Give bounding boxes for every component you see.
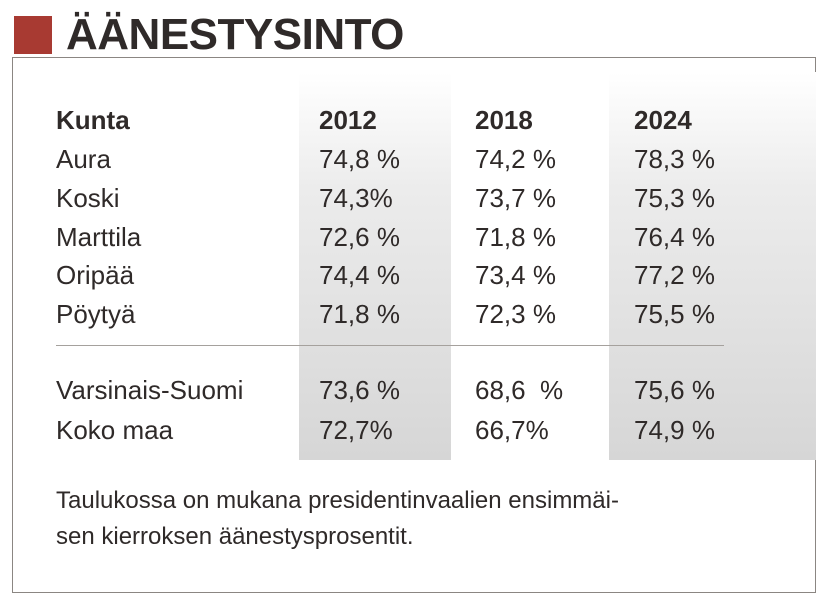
row-marttila-2024: 76,4 %	[634, 222, 715, 252]
row-oripaa-2024: 77,2 %	[634, 260, 715, 290]
column-shade-2012	[299, 72, 451, 460]
header-2012: 2012	[319, 105, 377, 135]
row-koski-2012: 74,3%	[319, 183, 393, 213]
row-poytya-name: Pöytyä	[56, 299, 136, 329]
row-koko-maa-name: Koko maa	[56, 415, 174, 445]
title-row: ÄÄNESTYSINTO	[14, 10, 404, 60]
row-oripaa-2012: 74,4 %	[319, 260, 400, 290]
row-marttila-2012: 72,6 %	[319, 222, 400, 252]
row-aura-2012: 74,8 %	[319, 144, 400, 174]
row-koko-maa-2012: 72,7%	[319, 415, 393, 445]
footnote-line-2: sen kierroksen äänestysprosentit.	[56, 523, 414, 550]
row-oripaa-name: Oripää	[56, 260, 135, 290]
header-kunta: Kunta	[56, 105, 130, 135]
row-koko-maa-2018: 66,7%	[475, 415, 549, 445]
row-koski-2024: 75,3 %	[634, 183, 715, 213]
row-oripaa-2018: 73,4 %	[475, 260, 556, 290]
header-2024: 2024	[634, 105, 692, 135]
row-koski-2018: 73,7 %	[475, 183, 556, 213]
row-poytya-2012: 71,8 %	[319, 299, 400, 329]
row-koko-maa-2024: 74,9 %	[634, 415, 715, 445]
page-title: ÄÄNESTYSINTO	[66, 10, 404, 59]
row-varsinais-suomi-2018: 68,6 %	[475, 375, 564, 405]
footnote: Taulukossa on mukana presidentinvaalien …	[56, 483, 756, 555]
row-varsinais-suomi-2012: 73,6 %	[319, 375, 400, 405]
row-aura-name: Aura	[56, 144, 111, 174]
title-marker-square	[14, 16, 52, 54]
column-shade-2024	[609, 72, 816, 460]
row-varsinais-suomi-name: Varsinais-Suomi	[56, 375, 244, 405]
row-varsinais-suomi-2024: 75,6 %	[634, 375, 715, 405]
table-separator	[56, 345, 724, 346]
row-aura-2018: 74,2 %	[475, 144, 556, 174]
row-marttila-name: Marttila	[56, 222, 142, 252]
row-marttila-2018: 71,8 %	[475, 222, 556, 252]
row-poytya-2024: 75,5 %	[634, 299, 715, 329]
row-poytya-2018: 72,3 %	[475, 299, 556, 329]
footnote-line-1: Taulukossa on mukana presidentinvaalien …	[56, 487, 619, 514]
row-koski-name: Koski	[56, 183, 120, 213]
row-aura-2024: 78,3 %	[634, 144, 715, 174]
header-2018: 2018	[475, 105, 533, 135]
